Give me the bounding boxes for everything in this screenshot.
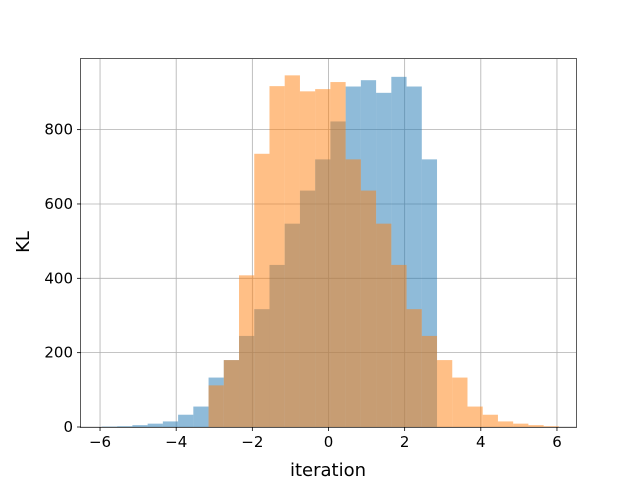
series-2-bar-19 (497, 421, 514, 427)
x-tick-label-3: 0 (324, 433, 334, 451)
histogram-bars (101, 75, 559, 428)
series-1-bar-5 (178, 414, 194, 427)
series-2-bar-7 (315, 89, 331, 427)
x-axis-label: iteration (290, 460, 366, 480)
x-tick-label-2: −2 (241, 433, 263, 451)
series-2-bar-5 (284, 75, 300, 427)
series-2-bar-10 (360, 190, 377, 427)
x-tick-label-1: −4 (165, 433, 187, 451)
y-tick-label-4: 800 (44, 121, 73, 139)
y-tick-label-0: 0 (63, 418, 73, 436)
series-2-bar-17 (467, 406, 483, 427)
series-1-bar-1 (117, 426, 133, 427)
y-tick-label-1: 200 (44, 344, 73, 362)
y-tick-label-2: 400 (44, 269, 73, 287)
series-2-bar-16 (452, 377, 468, 427)
series-2-bar-15 (437, 360, 453, 427)
series-2-bar-4 (269, 86, 285, 428)
series-2-bar-9 (345, 159, 361, 427)
x-tick-label-4: 2 (400, 433, 410, 451)
series-1-bar-4 (162, 421, 179, 427)
series-2-bar-3 (254, 153, 270, 427)
series-2-bar-8 (330, 82, 346, 428)
series-2-bar-11 (376, 223, 392, 427)
series-2-bar-18 (482, 414, 498, 427)
series-1-bar-3 (147, 423, 163, 427)
y-axis-ticks: 0 200 400 600 800 (44, 121, 81, 436)
series-2-bar-1 (223, 360, 240, 427)
series-2-bar-2 (239, 275, 255, 427)
series-2-bar-12 (391, 264, 407, 427)
y-tick-label-3: 600 (44, 195, 73, 213)
x-axis-ticks: −6 −4 −2 0 2 4 6 (89, 427, 562, 451)
x-tick-label-0: −6 (89, 433, 111, 451)
series-2-bar-21 (528, 425, 544, 427)
series-1-bar-2 (132, 425, 148, 427)
series-2-bar-20 (513, 423, 529, 427)
series-2-bar-22 (543, 426, 559, 427)
x-tick-label-5: 4 (476, 433, 486, 451)
series-2-bar-0 (208, 385, 224, 427)
series-2-bar-13 (406, 309, 422, 427)
y-axis-label: KL (13, 231, 34, 253)
series-2-bar-14 (421, 335, 438, 427)
series-1-bar-6 (193, 406, 209, 427)
series-2-bar-6 (299, 91, 316, 428)
x-tick-label-6: 6 (552, 433, 562, 451)
